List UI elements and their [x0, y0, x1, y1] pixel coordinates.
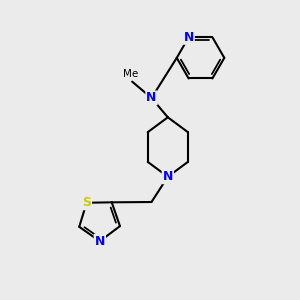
Text: Me: Me — [123, 69, 138, 79]
Text: N: N — [146, 92, 157, 104]
Text: N: N — [95, 235, 105, 248]
Text: S: S — [82, 196, 91, 209]
Text: N: N — [163, 170, 173, 183]
Text: N: N — [184, 31, 194, 44]
